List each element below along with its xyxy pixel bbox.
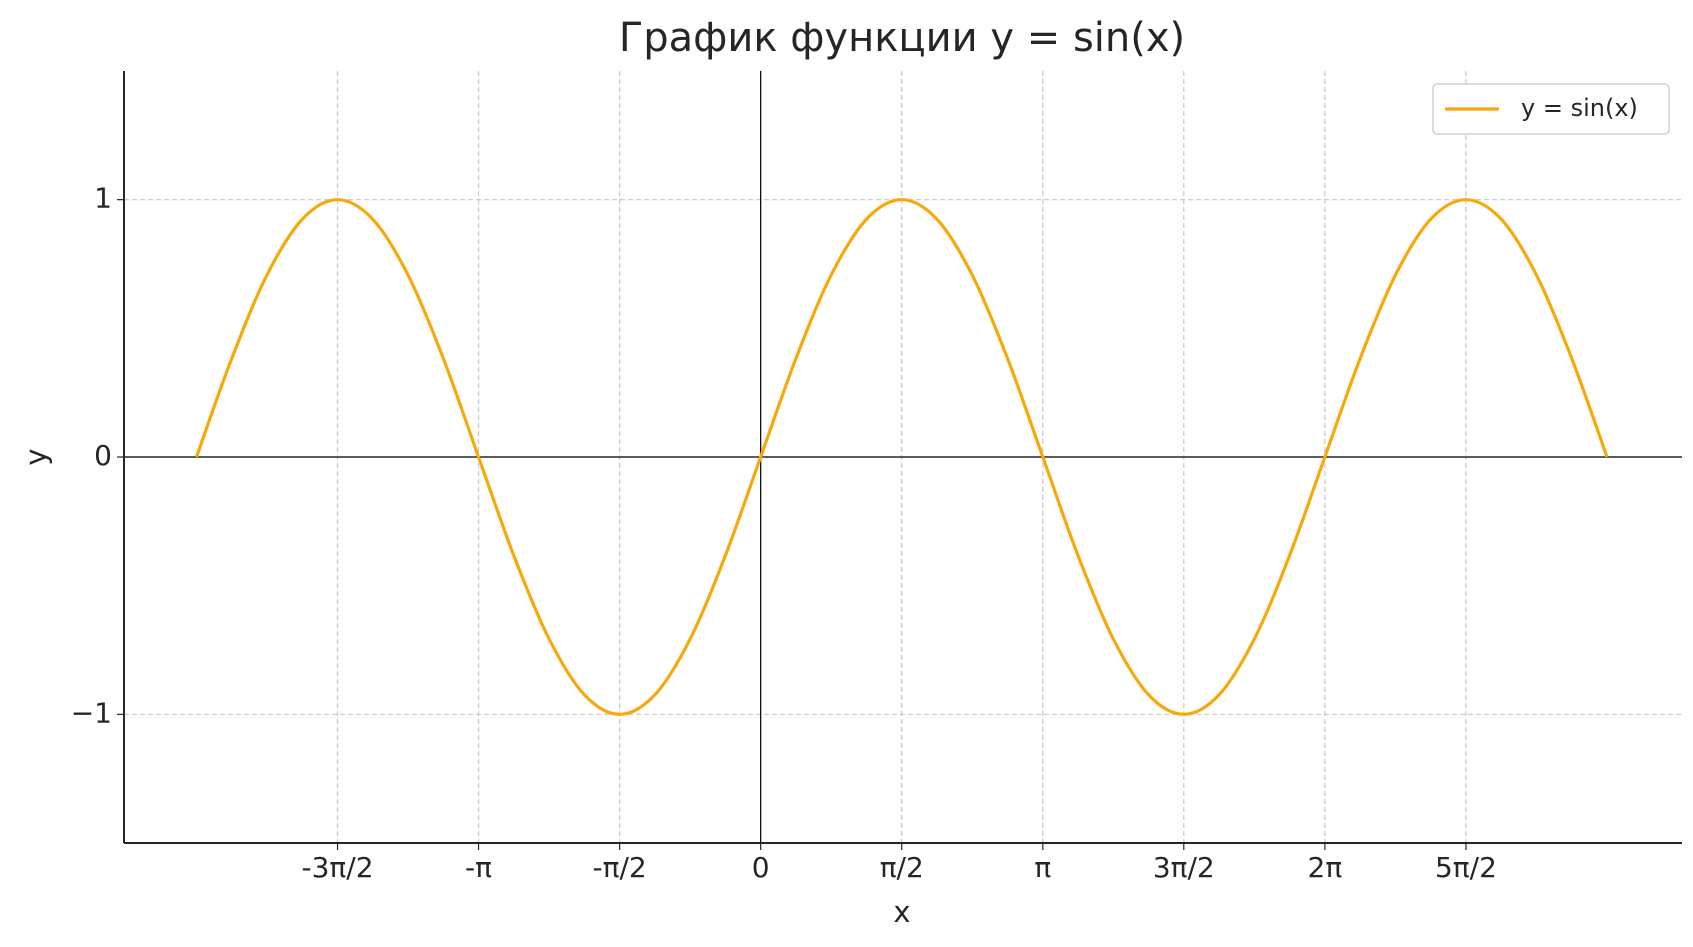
x-tick-label: 2π (1308, 851, 1343, 884)
x-tick-label: -π (465, 851, 492, 884)
x-tick-label: 3π/2 (1153, 851, 1215, 884)
line-series (194, 198, 1609, 716)
y-tick-label: 1 (94, 182, 112, 215)
x-tick-label: -π/2 (592, 851, 646, 884)
y-axis-label: y (19, 448, 53, 465)
y-tick-label: −1 (71, 696, 112, 729)
legend: y = sin(x) (1432, 83, 1670, 135)
x-tick-label: 0 (752, 851, 770, 884)
y-tick-label: 0 (94, 439, 112, 472)
x-tick-label: π (1034, 851, 1051, 884)
x-axis-label: x (893, 895, 910, 929)
chart-title: График функции y = sin(x) (619, 15, 1185, 61)
legend-label: y = sin(x) (1521, 94, 1638, 122)
legend-box (1432, 83, 1670, 135)
x-tick-label: -3π/2 (302, 851, 374, 884)
x-tick-label: π/2 (880, 851, 924, 884)
x-tick-label: 5π/2 (1435, 851, 1497, 884)
